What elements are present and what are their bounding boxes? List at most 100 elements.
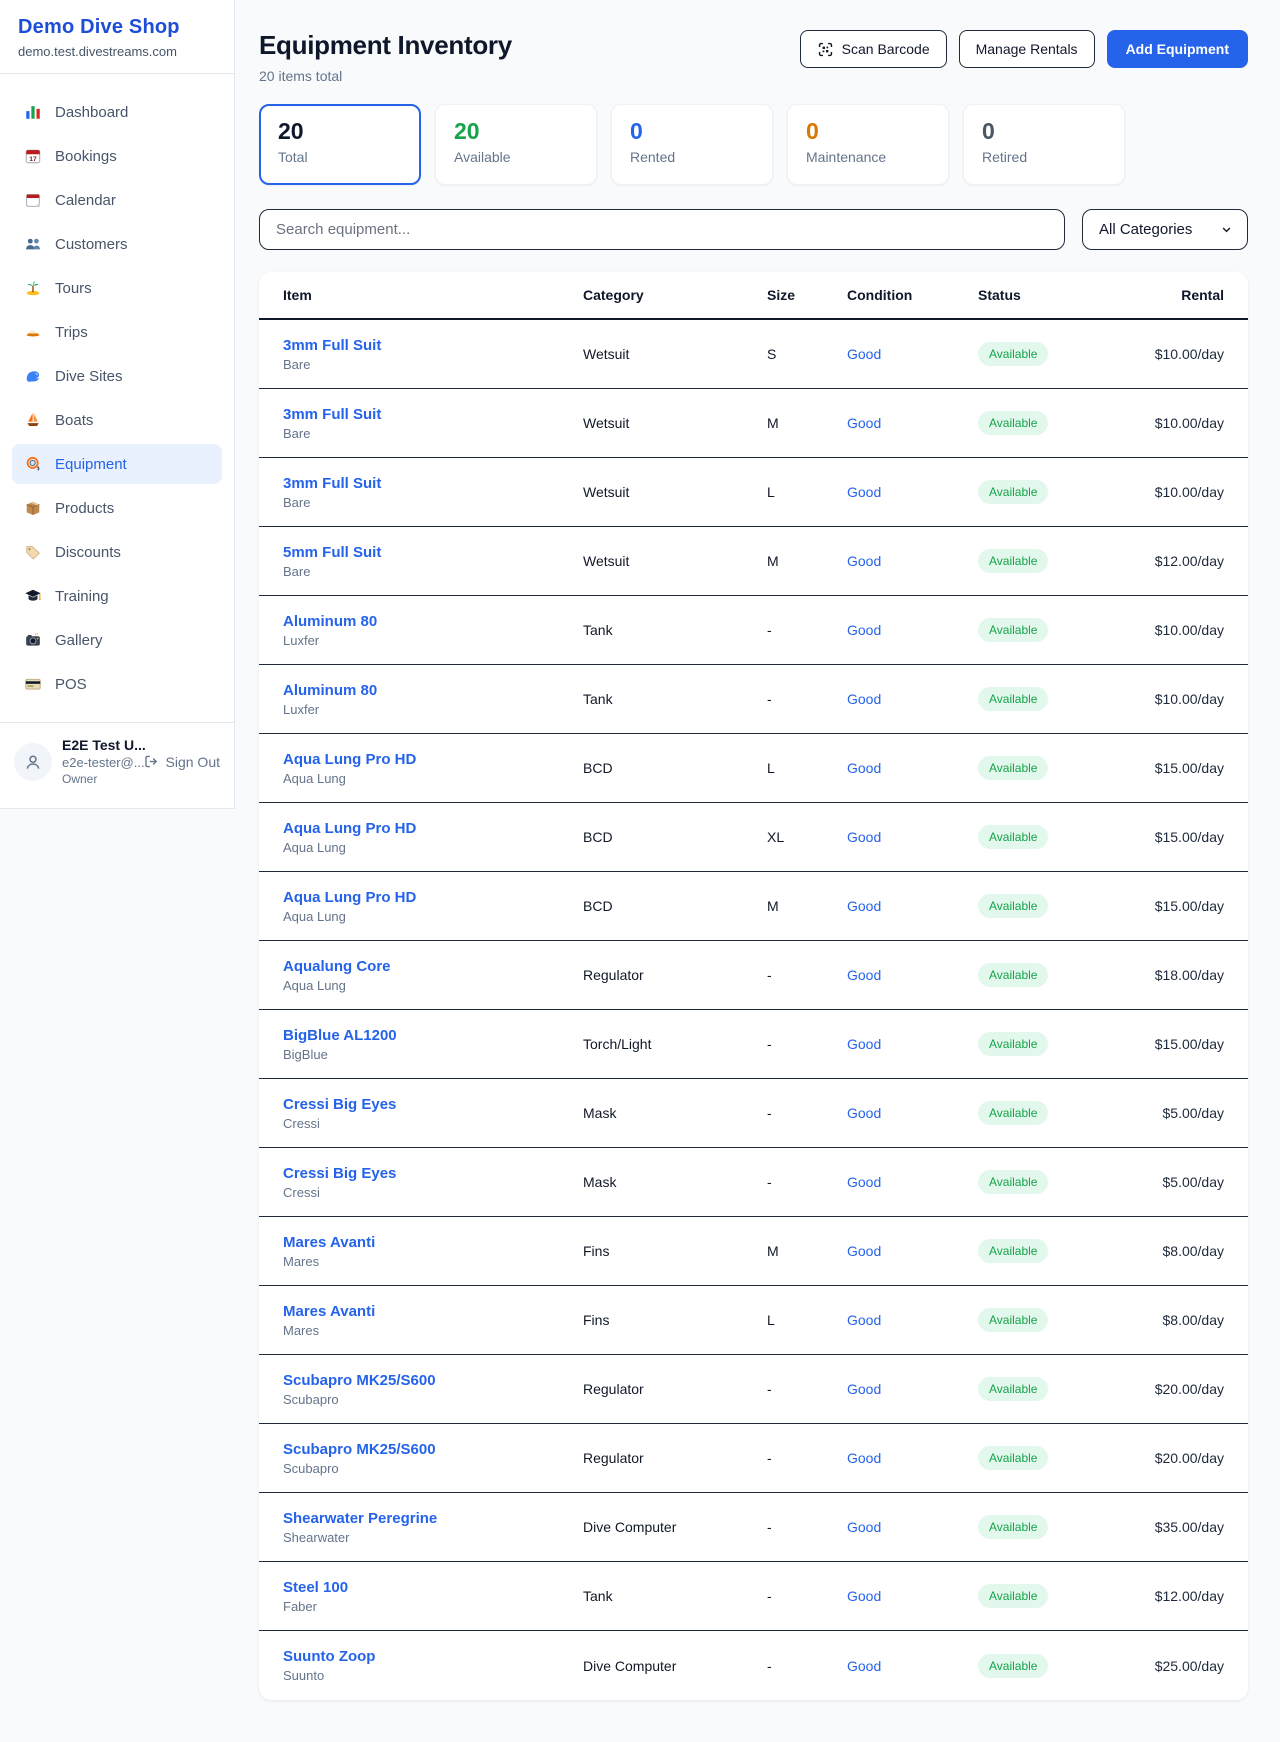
table-row: Mares Avanti Mares Fins L Good Available $8.00… (259, 1286, 1248, 1355)
item-link[interactable]: Steel 100 (283, 1578, 349, 1596)
scan-barcode-icon (818, 42, 832, 56)
item-link[interactable]: Aluminum 80 (283, 612, 378, 630)
item-status-cell: Available (978, 756, 1118, 780)
sidebar-item-label: Trips (55, 323, 88, 341)
sign-out-button[interactable]: Sign Out (143, 753, 220, 770)
item-link[interactable]: Aqua Lung Pro HD (283, 888, 417, 906)
item-condition-link[interactable]: Good (847, 691, 882, 707)
item-condition-link[interactable]: Good (847, 967, 882, 983)
item-cell: Aqualung Core Aqua Lung (283, 958, 583, 993)
column-header-item: Item (283, 287, 312, 303)
sidebar-item-calendar[interactable]: Calendar (12, 180, 222, 220)
manage-rentals-button[interactable]: Manage Rentals (958, 30, 1095, 68)
item-status-cell: Available (978, 1170, 1118, 1194)
item-condition-link[interactable]: Good (847, 1450, 882, 1466)
table-row: 3mm Full Suit Bare Wetsuit S Good Available $1… (259, 320, 1248, 389)
item-link[interactable]: BigBlue AL1200 (283, 1026, 397, 1044)
item-category: Fins (583, 1243, 610, 1259)
item-brand: Bare (283, 494, 311, 510)
stat-card-total[interactable]: 20 Total (259, 104, 421, 185)
sidebar-item-label: POS (55, 675, 87, 693)
sidebar-item-training[interactable]: Training (12, 576, 222, 616)
item-size: - (767, 1588, 772, 1604)
item-condition-link[interactable]: Good (847, 1105, 882, 1121)
item-condition-link[interactable]: Good (847, 1174, 882, 1190)
sign-out-label: Sign Out (165, 753, 220, 770)
status-badge: Available (978, 1584, 1049, 1608)
shop-domain: demo.test.divestreams.com (18, 44, 177, 59)
people-icon (24, 235, 42, 253)
page-header-text: Equipment Inventory 20 items total (259, 30, 512, 84)
status-badge: Available (978, 687, 1049, 711)
category-select[interactable]: All Categories (1082, 209, 1248, 250)
item-condition-link[interactable]: Good (847, 1381, 882, 1397)
item-condition-link[interactable]: Good (847, 346, 882, 362)
item-cell: Scubapro MK25/S600 Scubapro (283, 1372, 583, 1407)
sidebar-item-equipment[interactable]: Equipment (12, 444, 222, 484)
item-condition-link[interactable]: Good (847, 484, 882, 500)
item-condition-link[interactable]: Good (847, 898, 882, 914)
item-condition-link[interactable]: Good (847, 1519, 882, 1535)
item-link[interactable]: Aluminum 80 (283, 681, 378, 699)
item-link[interactable]: Mares Avanti (283, 1302, 376, 1320)
item-condition-link[interactable]: Good (847, 415, 882, 431)
sidebar-item-label: Discounts (55, 543, 121, 561)
item-link[interactable]: Cressi Big Eyes (283, 1095, 397, 1113)
stat-card-maintenance[interactable]: 0 Maintenance (787, 104, 949, 185)
item-link[interactable]: 3mm Full Suit (283, 336, 382, 354)
item-cell: Aqua Lung Pro HD Aqua Lung (283, 889, 583, 924)
stat-card-rented[interactable]: 0 Rented (611, 104, 773, 185)
table-row: Cressi Big Eyes Cressi Mask - Good Available $… (259, 1148, 1248, 1217)
sidebar-item-dive-sites[interactable]: Dive Sites (12, 356, 222, 396)
stat-card-available[interactable]: 20 Available (435, 104, 597, 185)
item-link[interactable]: 3mm Full Suit (283, 474, 382, 492)
item-condition-link[interactable]: Good (847, 829, 882, 845)
item-link[interactable]: Shearwater Peregrine (283, 1509, 438, 1527)
sidebar-item-products[interactable]: Products (12, 488, 222, 528)
item-condition-link[interactable]: Good (847, 1036, 882, 1052)
sidebar-item-pos[interactable]: POS (12, 664, 222, 704)
stat-card-retired[interactable]: 0 Retired (963, 104, 1125, 185)
sidebar-item-gallery[interactable]: Gallery (12, 620, 222, 660)
item-link[interactable]: Aqualung Core (283, 957, 391, 975)
item-size: - (767, 967, 772, 983)
sidebar-item-label: Equipment (55, 455, 127, 473)
item-link[interactable]: Mares Avanti (283, 1233, 376, 1251)
table-row: Aluminum 80 Luxfer Tank - Good Available $10.0… (259, 596, 1248, 665)
item-link[interactable]: Cressi Big Eyes (283, 1164, 397, 1182)
sidebar-item-label: Gallery (55, 631, 103, 649)
header-actions: Scan Barcode Manage Rentals Add Equipmen… (799, 30, 1248, 68)
sidebar-item-dashboard[interactable]: Dashboard (12, 92, 222, 132)
item-link[interactable]: Aqua Lung Pro HD (283, 750, 417, 768)
item-link[interactable]: 5mm Full Suit (283, 543, 382, 561)
item-link[interactable]: Scubapro MK25/S600 (283, 1371, 436, 1389)
stat-label: Available (454, 149, 511, 165)
search-input[interactable] (259, 209, 1065, 250)
item-cell: Shearwater Peregrine Shearwater (283, 1510, 583, 1545)
add-equipment-button[interactable]: Add Equipment (1106, 30, 1248, 68)
sidebar-item-customers[interactable]: Customers (12, 224, 222, 264)
item-brand: Luxfer (283, 632, 320, 648)
sidebar-item-tours[interactable]: Tours (12, 268, 222, 308)
sidebar-item-discounts[interactable]: Discounts (12, 532, 222, 572)
item-condition-link[interactable]: Good (847, 1588, 882, 1604)
item-condition-link[interactable]: Good (847, 553, 882, 569)
item-link[interactable]: Scubapro MK25/S600 (283, 1440, 436, 1458)
item-link[interactable]: 3mm Full Suit (283, 405, 382, 423)
item-link[interactable]: Aqua Lung Pro HD (283, 819, 417, 837)
item-condition-link[interactable]: Good (847, 760, 882, 776)
sidebar-item-bookings[interactable]: 17 Bookings (12, 136, 222, 176)
column-header-size: Size (767, 287, 796, 303)
item-link[interactable]: Suunto Zoop (283, 1648, 376, 1665)
scan-barcode-button[interactable]: Scan Barcode (799, 30, 947, 68)
item-cell: 3mm Full Suit Bare (283, 406, 583, 441)
item-condition-link[interactable]: Good (847, 1312, 882, 1328)
shop-name[interactable]: Demo Dive Shop (18, 16, 180, 38)
sidebar-item-label: Bookings (55, 147, 117, 165)
item-condition-link[interactable]: Good (847, 1243, 882, 1259)
item-condition-link[interactable]: Good (847, 622, 882, 638)
item-category: Wetsuit (583, 484, 630, 500)
item-condition-link[interactable]: Good (847, 1657, 882, 1674)
sidebar-item-trips[interactable]: Trips (12, 312, 222, 352)
sidebar-item-boats[interactable]: Boats (12, 400, 222, 440)
